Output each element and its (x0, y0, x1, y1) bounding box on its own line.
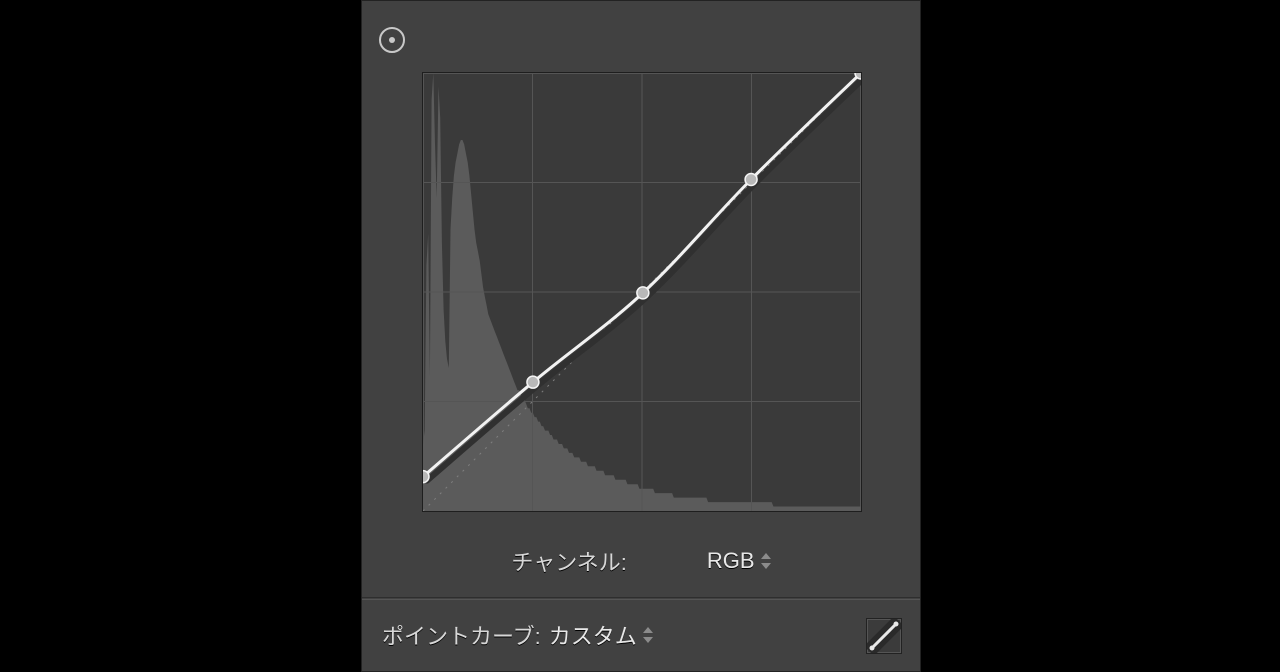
point-curve-label: ポイントカーブ: (382, 619, 541, 651)
tone-curve-panel: チャンネル: RGB ポイントカーブ: カスタム (361, 0, 921, 672)
point-curve-row: ポイントカーブ: カスタム (362, 599, 920, 669)
point-curve-value: カスタム (549, 619, 637, 651)
curve-display-toggle[interactable] (866, 618, 902, 654)
channel-select[interactable]: RGB (707, 548, 771, 574)
channel-value: RGB (707, 548, 755, 574)
updown-icon (761, 553, 771, 569)
curve-upper-section: チャンネル: RGB (362, 1, 920, 598)
tone-curve-editor[interactable] (422, 72, 862, 512)
tone-curve-svg (423, 73, 861, 511)
channel-row: チャンネル: RGB (362, 541, 920, 581)
target-icon (389, 37, 395, 43)
updown-icon (643, 627, 653, 643)
curve-toggle-icon (867, 619, 901, 653)
target-adjustment-button[interactable] (379, 27, 405, 53)
channel-label: チャンネル: (511, 545, 626, 577)
point-curve-select[interactable]: カスタム (549, 619, 653, 651)
